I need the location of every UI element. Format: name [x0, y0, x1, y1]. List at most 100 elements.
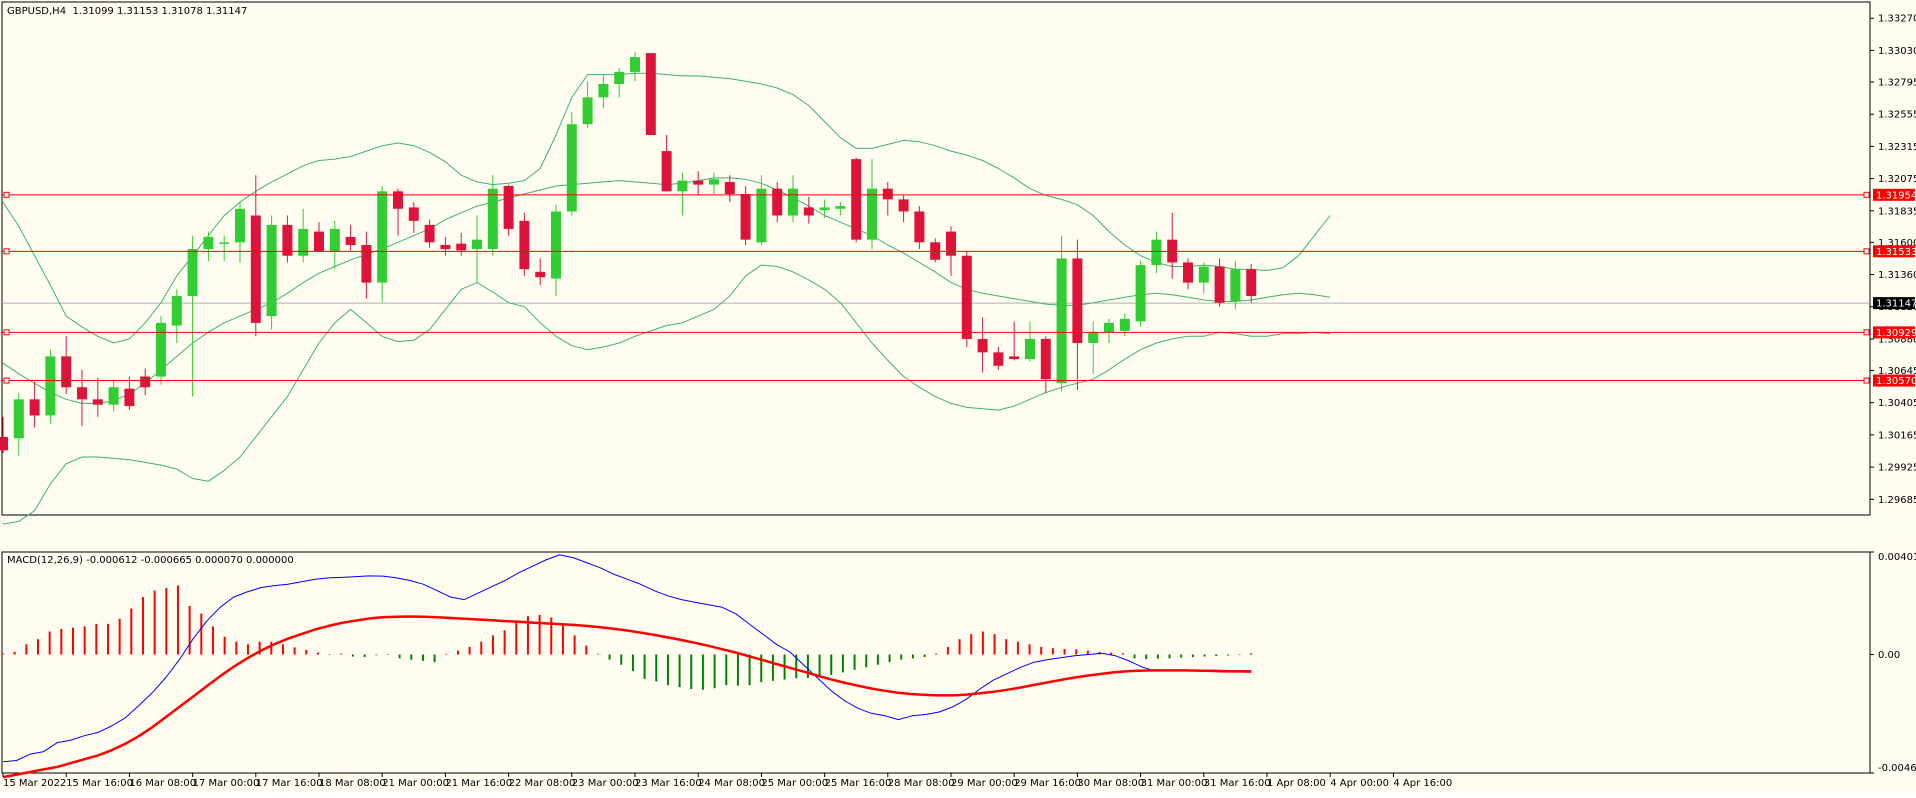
candle-57[interactable] [898, 195, 909, 223]
candle-17[interactable] [266, 215, 277, 330]
candle-51[interactable] [803, 196, 814, 224]
candle-67[interactable] [1056, 235, 1067, 392]
candle-24[interactable] [377, 185, 388, 303]
candle-11[interactable] [171, 289, 182, 343]
price-pane[interactable]: 1.33270 1.33030 1.32795 1.32555 1.32315 1.320… [0, 1, 1916, 525]
macd-info: MACD(12,26,9) -0.000612 -0.000665 0.0000… [7, 555, 294, 566]
level-handle-right-1[interactable] [1863, 248, 1870, 255]
candle-body [266, 224, 277, 317]
candle-75[interactable] [1183, 258, 1193, 290]
candle-62[interactable] [977, 317, 988, 373]
candle-79[interactable] [1246, 263, 1257, 303]
candle-54[interactable] [851, 157, 862, 243]
candle-35[interactable] [551, 204, 561, 297]
candle-27[interactable] [424, 219, 435, 248]
candle-20[interactable] [314, 222, 324, 252]
candle-34[interactable] [535, 258, 546, 286]
candle-43[interactable] [677, 172, 688, 216]
candle-8[interactable] [124, 376, 135, 411]
candle-65[interactable] [1025, 321, 1035, 362]
macd-pane[interactable]: 0.004014 0.00 -0.004639 [1, 551, 1916, 779]
candle-30[interactable] [472, 215, 482, 283]
candle-55[interactable] [867, 159, 877, 250]
candle-9[interactable] [140, 368, 151, 396]
candle-69[interactable] [1088, 321, 1099, 374]
candle-10[interactable] [156, 316, 166, 385]
candle-2[interactable] [29, 381, 40, 428]
price-tick-label-6: 1.31835 [1878, 206, 1916, 217]
candle-18[interactable] [282, 215, 293, 263]
candle-53[interactable] [835, 202, 846, 216]
candle-16[interactable] [250, 175, 261, 337]
candle-3[interactable] [45, 349, 56, 424]
candle-12[interactable] [187, 235, 198, 397]
candle-32[interactable] [503, 184, 514, 236]
candle-78[interactable] [1230, 261, 1241, 310]
candle-body [61, 356, 72, 388]
candle-25[interactable] [393, 188, 403, 236]
level-handle-right-0[interactable] [1863, 191, 1870, 198]
candle-52[interactable] [819, 199, 830, 219]
candle-33[interactable] [519, 212, 530, 276]
candle-23[interactable] [361, 231, 372, 299]
candle-15[interactable] [235, 202, 245, 263]
candle-body [661, 151, 672, 192]
level-handle-left-0[interactable] [3, 191, 10, 198]
candle-7[interactable] [108, 379, 119, 412]
candle-58[interactable] [914, 206, 925, 250]
candle-19[interactable] [298, 208, 309, 263]
candle-body [535, 271, 546, 278]
candle-41[interactable] [645, 53, 656, 135]
macd-tick-label-1: 0.00 [1878, 650, 1900, 661]
candle-48[interactable] [756, 175, 767, 246]
level-handle-left-2[interactable] [3, 329, 10, 336]
candle-66[interactable] [1040, 336, 1051, 393]
candle-64[interactable] [1009, 321, 1020, 361]
level-handle-right-3[interactable] [1863, 377, 1870, 384]
candle-56[interactable] [882, 181, 893, 216]
level-handle-left-3[interactable] [3, 377, 10, 384]
candle-40[interactable] [630, 51, 640, 82]
candle-45[interactable] [709, 172, 719, 195]
level-handle-right-2[interactable] [1863, 329, 1870, 336]
time-tick-label-9: 23 Mar 00:00 [572, 778, 639, 789]
candle-46[interactable] [724, 175, 735, 203]
candle-14[interactable] [219, 235, 230, 262]
candle-22[interactable] [345, 224, 356, 251]
candle-body [250, 215, 261, 323]
candle-36[interactable] [566, 112, 577, 216]
candle-76[interactable] [1198, 262, 1209, 294]
candle-61[interactable] [961, 251, 972, 347]
level-handle-left-1[interactable] [3, 248, 10, 255]
candle-body [1230, 269, 1241, 302]
candle-70[interactable] [1104, 318, 1114, 343]
candle-37[interactable] [582, 81, 593, 129]
candle-body [377, 191, 388, 283]
candle-77[interactable] [1214, 258, 1225, 307]
candle-28[interactable] [440, 236, 451, 256]
candle-31[interactable] [487, 175, 498, 256]
candle-63[interactable] [993, 346, 1004, 370]
candle-47[interactable] [740, 185, 751, 246]
candle-5[interactable] [77, 369, 87, 427]
candle-68[interactable] [1072, 239, 1083, 390]
candle-26[interactable] [408, 202, 419, 233]
candle-72[interactable] [1135, 261, 1146, 327]
candle-4[interactable] [61, 336, 72, 394]
candle-49[interactable] [772, 181, 783, 223]
candle-1[interactable] [13, 392, 24, 456]
candle-38[interactable] [598, 74, 609, 109]
candle-29[interactable] [456, 232, 467, 256]
candle-21[interactable] [329, 220, 340, 270]
candle-73[interactable] [1151, 231, 1162, 274]
candle-0[interactable] [0, 416, 8, 454]
candle-body [1104, 322, 1114, 333]
candle-39[interactable] [614, 67, 625, 98]
candle-42[interactable] [661, 134, 672, 192]
candle-13[interactable] [203, 231, 214, 262]
candle-50[interactable] [788, 175, 798, 223]
candle-44[interactable] [693, 171, 704, 196]
candle-6[interactable] [92, 377, 103, 417]
